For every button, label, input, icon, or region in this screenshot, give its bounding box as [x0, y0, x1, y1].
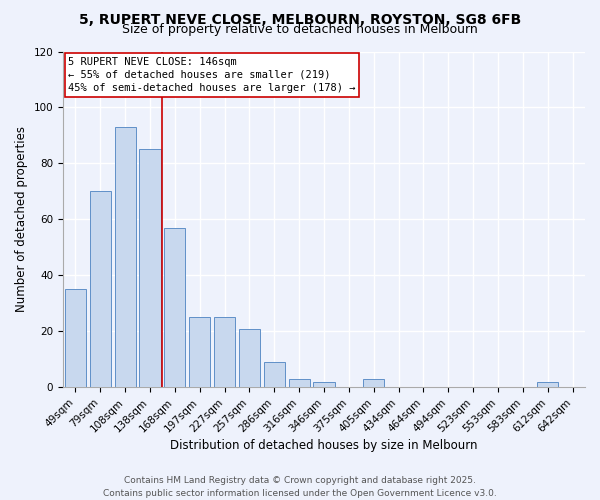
Bar: [537, 382, 558, 388]
X-axis label: Distribution of detached houses by size in Melbourn: Distribution of detached houses by size …: [170, 440, 478, 452]
Bar: [363, 379, 384, 388]
Y-axis label: Number of detached properties: Number of detached properties: [15, 126, 28, 312]
Bar: [115, 127, 136, 388]
Text: Size of property relative to detached houses in Melbourn: Size of property relative to detached ho…: [122, 22, 478, 36]
Bar: [214, 318, 235, 388]
Bar: [139, 150, 161, 388]
Bar: [65, 290, 86, 388]
Bar: [90, 192, 111, 388]
Bar: [289, 379, 310, 388]
Text: 5, RUPERT NEVE CLOSE, MELBOURN, ROYSTON, SG8 6FB: 5, RUPERT NEVE CLOSE, MELBOURN, ROYSTON,…: [79, 12, 521, 26]
Bar: [264, 362, 285, 388]
Text: Contains HM Land Registry data © Crown copyright and database right 2025.
Contai: Contains HM Land Registry data © Crown c…: [103, 476, 497, 498]
Bar: [189, 318, 210, 388]
Text: 5 RUPERT NEVE CLOSE: 146sqm
← 55% of detached houses are smaller (219)
45% of se: 5 RUPERT NEVE CLOSE: 146sqm ← 55% of det…: [68, 56, 356, 93]
Bar: [164, 228, 185, 388]
Bar: [239, 328, 260, 388]
Bar: [313, 382, 335, 388]
